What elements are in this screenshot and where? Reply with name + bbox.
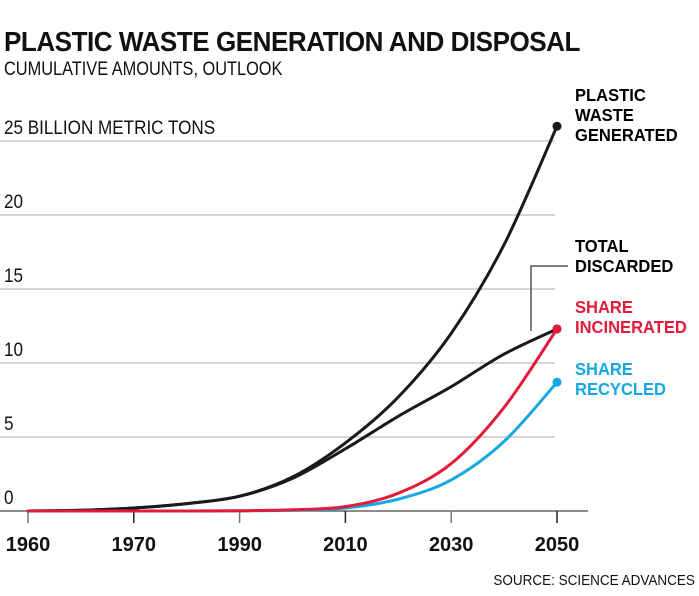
series-label-line: SHARE: [575, 358, 633, 379]
x-axis: 1960 1970 1990 2010 2030 2050: [0, 510, 588, 556]
series-label-line: PLASTIC: [575, 84, 646, 105]
chart-subtitle: CUMULATIVE AMOUNTS, OUTLOOK: [4, 59, 283, 80]
series-label-line: INCINERATED: [575, 316, 687, 337]
series-label-line: RECYCLED: [575, 378, 666, 399]
series-line-share-incinerated: [26, 327, 559, 513]
y-tick-label: 5: [4, 413, 14, 434]
x-tick-label: 1970: [112, 534, 157, 556]
y-tick-label: 15: [4, 265, 23, 286]
source-note: SOURCE: SCIENCE ADVANCES: [493, 572, 695, 589]
y-tick-label: 0: [4, 487, 14, 508]
discarded-leader-line: [530, 265, 568, 331]
series-label-line: DISCARDED: [575, 255, 673, 276]
y-tick-label: 20: [4, 191, 23, 212]
x-tick-label: 2050: [535, 534, 580, 556]
series-label-line: GENERATED: [575, 124, 678, 145]
grid-lines: [0, 140, 555, 438]
series-endpoint-share-recycled: [552, 377, 562, 387]
y-tick-label: 10: [4, 339, 23, 360]
y-tick-label: 25 BILLION METRIC TONS: [4, 117, 215, 138]
x-tick-label: 1960: [6, 534, 51, 556]
y-axis-labels: 0 5 10 15 20 25 BILLION METRIC TONS: [4, 117, 215, 508]
series-label-line: WASTE: [575, 104, 634, 125]
x-tick-label: 2010: [323, 534, 368, 556]
x-tick-label: 2030: [429, 534, 474, 556]
chart-title: PLASTIC WASTE GENERATION AND DISPOSAL: [4, 26, 580, 57]
series-label-line: SHARE: [575, 296, 633, 317]
series-label-line: TOTAL: [575, 235, 629, 256]
x-tick-label: 1990: [217, 534, 262, 556]
series-endpoint-plastic-waste-generated: [552, 121, 562, 131]
series-endpoint-share-incinerated: [552, 324, 562, 334]
series-line-plastic-waste-generated: [26, 124, 559, 513]
series-line-total-discarded: [26, 327, 559, 513]
series-line-share-recycled: [26, 380, 559, 513]
series-lines: [26, 121, 562, 513]
